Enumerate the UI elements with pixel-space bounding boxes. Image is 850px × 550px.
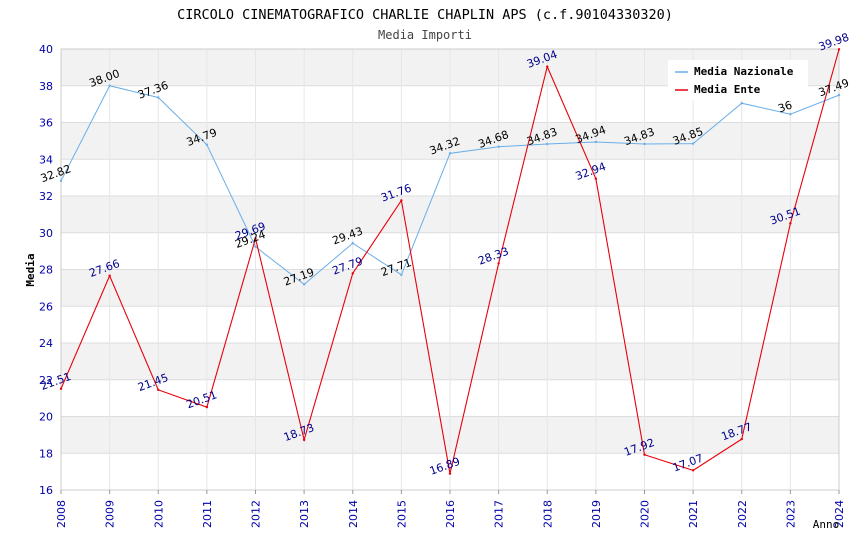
y-axis-label: Media [24, 253, 37, 286]
data-point-media-ente [108, 274, 111, 277]
x-tick-label: 2015 [395, 500, 408, 528]
data-label-media-ente: 20.51 [185, 388, 219, 411]
y-tick-label: 32 [39, 190, 53, 203]
y-tick-label: 34 [39, 153, 53, 166]
data-point-media-nazionale [157, 96, 160, 99]
data-point-media-ente [837, 48, 841, 51]
data-point-media-ente [546, 65, 549, 68]
series-lines [59, 48, 841, 475]
x-tick-label: 2011 [201, 500, 214, 528]
data-point-media-ente [59, 387, 63, 390]
data-point-media-nazionale [546, 142, 549, 146]
data-point-media-ente [740, 437, 743, 441]
data-point-media-nazionale [108, 84, 111, 87]
y-tick-label: 22 [39, 374, 53, 387]
legend-box [668, 60, 808, 100]
y-tick-label: 36 [39, 117, 53, 130]
x-tick-label: 2019 [590, 500, 603, 528]
x-tick-label: 2021 [687, 500, 700, 528]
data-point-media-nazionale [254, 245, 257, 248]
y-tick-label: 38 [39, 80, 53, 93]
data-point-media-nazionale [448, 152, 452, 155]
x-axis-label: Anno [813, 518, 840, 531]
data-point-media-nazionale [837, 93, 841, 97]
x-tick-label: 2016 [444, 500, 457, 528]
data-point-media-ente [691, 469, 695, 472]
data-point-media-ente [351, 272, 354, 275]
data-point-media-nazionale [205, 143, 209, 146]
y-tick-label: 20 [39, 411, 53, 424]
data-point-media-nazionale [643, 142, 646, 146]
data-point-media-ente [205, 405, 209, 409]
chart-title: CIRCOLO CINEMATOGRAFICO CHARLIE CHAPLIN … [177, 7, 673, 23]
data-label-media-ente: 28.33 [476, 245, 510, 268]
data-point-media-ente [254, 237, 257, 240]
data-point-media-ente [497, 262, 500, 265]
x-tick-label: 2017 [493, 500, 506, 528]
x-axis: 2008 2009 2010 2011 2012 2013 2014 2015 2016 2017… [55, 490, 846, 528]
data-point-media-ente [157, 388, 160, 392]
y-tick-label: 24 [39, 337, 53, 350]
x-tick-label: 2014 [347, 500, 360, 528]
x-tick-label: 2022 [736, 500, 749, 528]
data-point-media-nazionale [789, 113, 792, 116]
x-tick-label: 2010 [152, 500, 165, 528]
data-point-media-nazionale [497, 145, 500, 148]
data-point-media-ente [643, 453, 646, 456]
chart-subtitle: Media Importi [378, 28, 472, 42]
data-label-media-ente: 16.89 [428, 455, 462, 478]
data-point-media-ente [594, 177, 598, 180]
y-tick-label: 16 [39, 484, 53, 497]
x-tick-label: 2018 [541, 500, 554, 528]
legend-label-media-ente: Media Ente [694, 83, 761, 96]
data-point-media-ente [302, 438, 306, 442]
data-point-media-nazionale [594, 140, 598, 144]
data-point-media-nazionale [740, 102, 743, 105]
y-tick-label: 30 [39, 227, 53, 240]
x-tick-label: 2023 [784, 500, 797, 528]
y-tick-label: 18 [39, 447, 53, 460]
data-label-media-nazionale: 36 [776, 98, 794, 115]
data-label-media-ente: 32.94 [574, 160, 608, 183]
x-tick-label: 2013 [298, 500, 311, 528]
y-axis: 16 18 20 22 24 26 28 30 32 34 36 38 40 [39, 43, 53, 497]
data-point-media-nazionale [351, 242, 354, 245]
x-tick-label: 2008 [55, 500, 68, 528]
legend: Media Nazionale Media Ente [668, 60, 808, 100]
data-label-media-ente: 17.07 [671, 452, 705, 475]
y-tick-label: 26 [39, 300, 53, 313]
x-tick-label: 2024 [833, 500, 846, 528]
x-tick-label: 2009 [104, 500, 117, 528]
y-tick-label: 28 [39, 264, 53, 277]
legend-label-media-nazionale: Media Nazionale [694, 65, 794, 78]
x-tick-label: 2020 [639, 500, 652, 528]
data-point-media-nazionale [59, 179, 63, 183]
x-tick-label: 2012 [250, 500, 263, 528]
data-point-media-ente [448, 472, 452, 475]
data-point-media-nazionale [400, 273, 403, 277]
y-tick-label: 40 [39, 43, 53, 56]
data-point-media-ente [789, 222, 792, 225]
data-point-media-nazionale [302, 283, 306, 286]
data-point-media-ente [400, 199, 403, 202]
data-point-media-nazionale [691, 142, 695, 145]
